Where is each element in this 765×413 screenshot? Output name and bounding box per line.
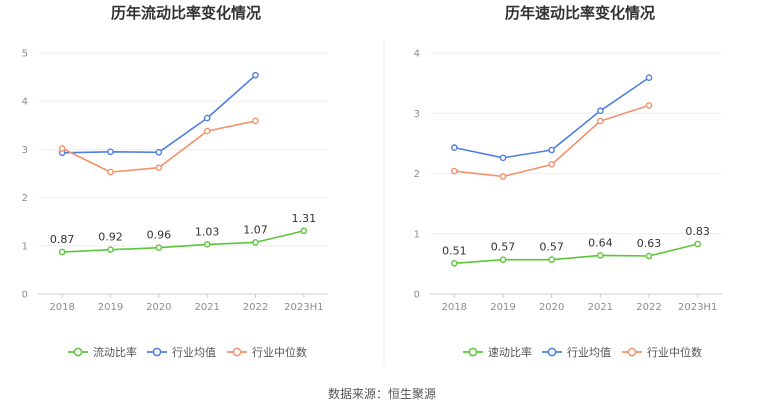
data-point [451,259,458,267]
data-point [645,74,653,82]
data-label: 0.83 [685,225,710,238]
y-tick-label: 0 [22,290,28,301]
x-tick-label: 2018 [49,302,74,313]
data-label: 0.51 [442,244,467,257]
x-tick-label: 2020 [539,302,564,313]
data-label: 0.64 [588,236,613,249]
data-point [548,256,555,263]
legend-label: 行业均值 [567,346,611,359]
data-point [300,227,308,235]
series-line [454,243,698,265]
data-point [203,114,211,122]
chart-title: 历年速动比率变化情况 [505,4,655,22]
data-point [203,241,211,248]
data-point [58,145,66,152]
data-point [107,246,114,253]
data-label: 0.87 [50,233,75,246]
legend-marker [232,347,242,357]
data-point [107,168,114,176]
data-point [451,144,458,151]
x-tick-label: 2023H1 [678,302,717,313]
data-point [252,239,259,246]
x-tick-label: 2023H1 [284,302,323,313]
legend-marker [73,347,83,357]
data-point [499,256,507,263]
legend-label: 速动比率 [488,345,532,359]
chart-title: 历年流动比率变化情况 [111,4,261,22]
data-label: 0.92 [98,231,123,244]
data-point [548,161,555,168]
data-point [499,154,507,162]
data-point [548,146,555,154]
x-tick-label: 2019 [490,302,515,313]
data-label: 0.63 [637,237,662,250]
source-note: 数据来源：恒生聚源 [328,386,436,401]
legend-marker [152,347,162,357]
data-label: 1.31 [292,212,317,225]
y-tick-label: 3 [414,109,420,120]
data-point [155,164,163,172]
series-line [454,77,650,159]
y-tick-label: 0 [414,290,420,301]
data-point [645,252,653,260]
legend-label: 流动比率 [93,345,137,359]
data-point [645,102,653,109]
legend-label: 行业中位数 [252,345,307,359]
legend-marker [468,347,478,357]
y-tick-label: 1 [414,229,420,240]
x-tick-label: 2018 [442,302,467,313]
data-point [155,148,163,156]
data-label: 1.07 [243,223,268,236]
legend-marker [627,347,637,357]
data-point [155,244,163,252]
data-point [451,167,458,175]
data-point [597,252,604,259]
y-tick-label: 2 [414,169,420,180]
data-label: 0.57 [539,241,564,254]
y-tick-label: 4 [414,49,420,60]
data-point [203,127,211,135]
x-tick-label: 2021 [194,302,219,313]
legend-label: 行业均值 [172,346,216,359]
legend-marker [547,347,557,357]
x-tick-label: 2020 [146,302,171,313]
data-point [58,248,66,256]
series-line [62,230,304,253]
data-point [597,107,604,115]
y-tick-label: 2 [22,193,28,204]
x-tick-label: 2022 [243,302,268,313]
data-point [107,148,114,156]
y-tick-label: 5 [22,49,28,60]
x-tick-label: 2019 [98,302,123,313]
legend-label: 行业中位数 [647,345,702,359]
data-point [499,173,507,180]
x-tick-label: 2021 [588,302,613,313]
y-tick-label: 4 [22,97,28,108]
y-tick-label: 3 [22,145,28,156]
data-label: 0.96 [147,229,172,242]
y-tick-label: 1 [22,241,28,252]
data-label: 1.03 [195,225,220,238]
data-label: 0.57 [491,241,516,254]
data-point [252,117,259,125]
series-line [62,74,257,154]
data-point [597,117,604,125]
data-point [252,71,259,79]
data-point [694,240,701,248]
x-tick-label: 2022 [636,302,661,313]
